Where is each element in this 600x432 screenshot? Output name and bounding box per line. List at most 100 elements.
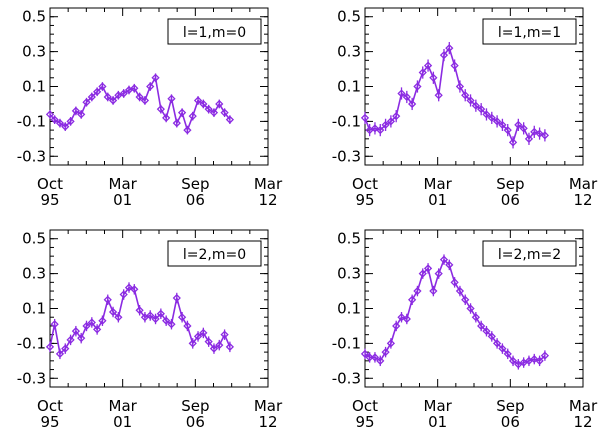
data-point [151, 73, 160, 82]
data-point [204, 105, 213, 114]
data-point [524, 134, 534, 143]
data-point [50, 320, 59, 329]
data-point [177, 313, 187, 322]
data-point [77, 110, 86, 119]
y-tick-label: -0.1 [17, 112, 46, 130]
data-point [386, 339, 396, 348]
y-tick-label: -0.3 [332, 369, 361, 387]
data-point [114, 313, 123, 322]
data-point [77, 334, 86, 343]
x-tick-label-year: 01 [113, 191, 132, 209]
data-point [225, 115, 235, 124]
x-tick-label-month: Oct [352, 397, 378, 415]
legend-label: l=1,m=0 [183, 25, 246, 41]
data-point [386, 117, 396, 126]
x-tick-label-month: Oct [37, 397, 63, 415]
data-point [55, 349, 65, 358]
data-point [376, 125, 385, 135]
series-line [49, 286, 231, 356]
data-point [370, 353, 380, 362]
x-tick-label-month: Mar [109, 175, 138, 193]
data-point [124, 283, 134, 292]
data-point [140, 96, 150, 105]
data-point [360, 349, 370, 358]
data-point [519, 124, 528, 133]
chart-panel-4: 0.50.30.1-0.1-0.3Oct95Mar01Sep06Mar12l=2… [332, 229, 598, 431]
data-point [156, 309, 165, 318]
data-point [360, 113, 370, 123]
x-tick-label-year: 06 [186, 413, 205, 431]
data-point [183, 321, 192, 331]
x-tick-label-year: 12 [573, 413, 592, 431]
data-point [177, 108, 187, 117]
data-point [98, 316, 107, 325]
x-tick-label-month: Sep [181, 397, 209, 415]
x-tick-label-month: Mar [569, 175, 598, 193]
data-point [167, 320, 176, 329]
data-point [423, 264, 433, 273]
x-tick-label-year: 01 [428, 413, 447, 431]
data-point [397, 89, 406, 98]
data-point [413, 286, 422, 296]
data-point [482, 110, 491, 119]
x-tick-label-month: Sep [181, 175, 209, 193]
chart-panel-3: 0.50.30.1-0.1-0.3Oct95Mar01Sep06Mar12l=2… [17, 229, 283, 431]
data-point [98, 82, 107, 91]
y-tick-label: 0.5 [22, 230, 46, 248]
data-point [434, 269, 443, 278]
data-point [450, 278, 459, 287]
data-point [530, 127, 539, 136]
data-point [381, 347, 390, 357]
data-point [365, 353, 374, 362]
x-tick-label-month: Sep [496, 397, 524, 415]
data-point [209, 108, 219, 117]
x-tick-label-year: 95 [355, 413, 374, 431]
data-point [487, 332, 496, 341]
data-point [108, 96, 118, 105]
data-point [135, 306, 144, 315]
data-point [82, 321, 91, 331]
data-point [376, 356, 385, 365]
y-tick-label: 0.1 [337, 78, 361, 96]
data-point [370, 124, 380, 133]
y-tick-label: 0.5 [22, 8, 46, 26]
data-point [103, 92, 112, 102]
data-point [455, 286, 465, 296]
data-point [71, 106, 81, 116]
y-tick-label: -0.3 [332, 147, 361, 165]
data-point [204, 337, 213, 346]
data-point [66, 335, 75, 345]
x-tick-label-year: 06 [501, 413, 520, 431]
x-tick-label-month: Mar [424, 397, 453, 415]
y-tick-label: -0.1 [332, 112, 361, 130]
y-tick-label: 0.3 [22, 43, 46, 61]
data-point [445, 260, 454, 270]
data-point [45, 342, 55, 351]
data-point [492, 339, 502, 348]
data-point [93, 325, 102, 334]
data-point [429, 73, 438, 82]
data-point [535, 356, 544, 365]
data-point [439, 50, 449, 60]
x-tick-label-month: Mar [109, 397, 138, 415]
data-point [508, 356, 518, 365]
y-tick-label: 0.1 [22, 300, 46, 318]
y-tick-label: -0.1 [17, 334, 46, 352]
x-tick-label-year: 01 [428, 191, 447, 209]
data-point [130, 84, 139, 93]
y-tick-label: 0.5 [337, 8, 361, 26]
data-point [71, 327, 81, 336]
data-point [225, 342, 235, 351]
y-tick-label: 0.1 [337, 300, 361, 318]
data-point [471, 101, 480, 110]
data-point [466, 96, 475, 105]
data-point [434, 91, 443, 100]
chart-panel-1: 0.50.30.1-0.1-0.3Oct95Mar01Sep06Mar12l=1… [17, 7, 283, 209]
data-point [455, 82, 465, 91]
data-point [461, 295, 470, 304]
x-tick-label-month: Mar [254, 397, 283, 415]
x-tick-label-month: Sep [496, 175, 524, 193]
data-point [188, 339, 197, 348]
data-point [418, 269, 427, 278]
